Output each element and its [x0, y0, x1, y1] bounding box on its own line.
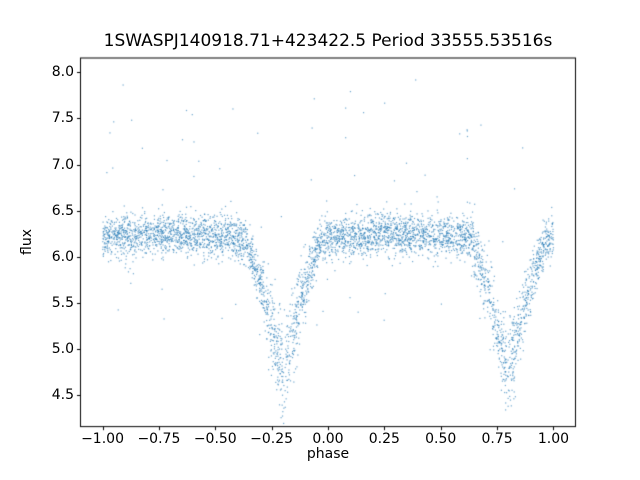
x-tick-label: 1.00 [537, 431, 570, 447]
y-tick-label: 8.0 [51, 64, 74, 81]
chart-title: 1SWASPJ140918.71+423422.5 Period 33555.5… [103, 31, 553, 51]
x-axis-label: phase [306, 446, 350, 462]
x-tick-label: −0.75 [137, 431, 181, 447]
x-tick-label: −0.25 [250, 431, 294, 447]
x-tick-label: 0.75 [481, 431, 513, 447]
y-tick-label: 6.5 [51, 202, 74, 219]
y-tick-label: 5.0 [51, 340, 74, 357]
x-tick-label: 0.00 [312, 431, 344, 447]
y-tick-label: 7.0 [51, 156, 74, 173]
y-tick-label: 5.5 [51, 294, 74, 311]
x-tick-label: 0.50 [425, 431, 457, 447]
y-tick-label: 4.5 [51, 386, 74, 403]
y-tick-label: 7.5 [51, 110, 74, 127]
x-tick-label: −1.00 [81, 431, 124, 447]
x-tick-label: 0.25 [368, 431, 400, 447]
x-tick-label: −0.50 [193, 431, 237, 447]
y-tick-label: 6.0 [51, 248, 74, 265]
